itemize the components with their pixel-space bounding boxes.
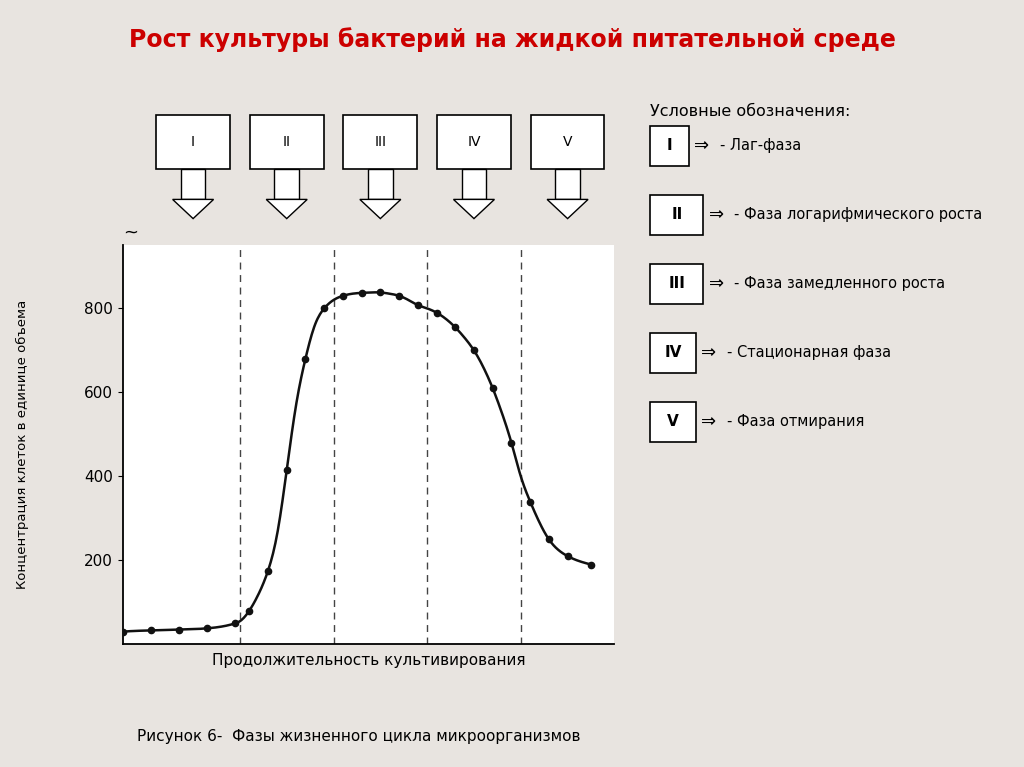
Text: - Фаза отмирания: - Фаза отмирания: [727, 414, 864, 430]
Text: IV: IV: [665, 345, 682, 360]
Text: II: II: [283, 135, 291, 149]
X-axis label: Продолжительность культивирования: Продолжительность культивирования: [212, 653, 525, 667]
Text: ⇒: ⇒: [701, 413, 717, 431]
Text: II: II: [672, 207, 682, 222]
Text: ⇒: ⇒: [709, 206, 724, 224]
Text: Условные обозначения:: Условные обозначения:: [650, 104, 851, 119]
Text: V: V: [668, 414, 679, 430]
Text: V: V: [563, 135, 572, 149]
Text: ⇒: ⇒: [694, 137, 710, 155]
Text: III: III: [375, 135, 386, 149]
Text: ~: ~: [123, 223, 138, 242]
Text: Рост культуры бактерий на жидкой питательной среде: Рост культуры бактерий на жидкой питател…: [129, 27, 895, 51]
Text: - Фаза замедленного роста: - Фаза замедленного роста: [734, 276, 945, 291]
Text: ⇒: ⇒: [701, 344, 717, 362]
Text: - Фаза логарифмического роста: - Фаза логарифмического роста: [734, 207, 982, 222]
Text: IV: IV: [467, 135, 480, 149]
Text: III: III: [669, 276, 685, 291]
Text: Концентрация клеток в единице объема: Концентрация клеток в единице объема: [16, 300, 29, 590]
Text: I: I: [191, 135, 196, 149]
Text: I: I: [667, 138, 673, 153]
Text: - Стационарная фаза: - Стационарная фаза: [727, 345, 891, 360]
Text: - Лаг-фаза: - Лаг-фаза: [720, 138, 801, 153]
Text: ⇒: ⇒: [709, 275, 724, 293]
Text: Рисунок 6-  Фазы жизненного цикла микроорганизмов: Рисунок 6- Фазы жизненного цикла микроор…: [136, 729, 581, 744]
